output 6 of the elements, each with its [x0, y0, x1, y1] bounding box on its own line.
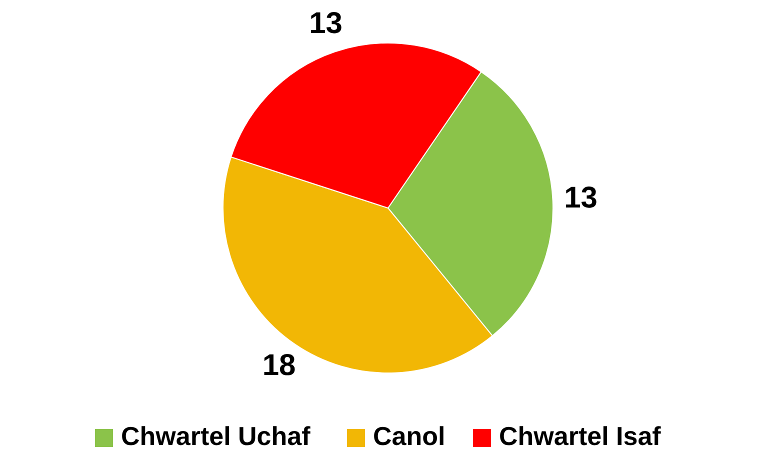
- legend-label: Chwartel Isaf: [499, 420, 662, 451]
- legend-label: Chwartel Uchaf: [121, 420, 311, 451]
- data-label: 13: [564, 182, 598, 215]
- data-label: 13: [309, 7, 342, 40]
- data-label: 18: [262, 349, 296, 382]
- legend-label: Canol: [373, 420, 446, 451]
